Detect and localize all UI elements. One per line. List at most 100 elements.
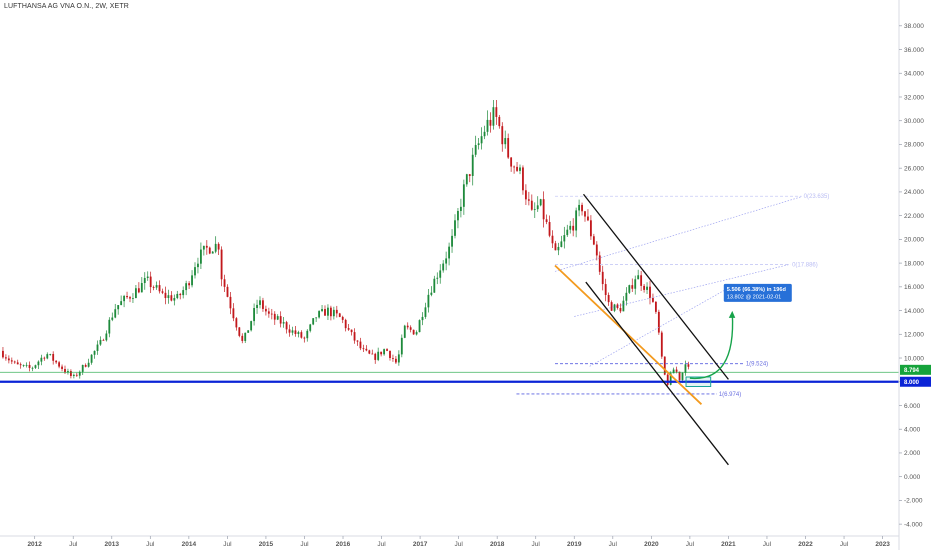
- candle-body: [194, 267, 196, 276]
- candle-body: [55, 360, 58, 363]
- candle-body: [459, 206, 462, 211]
- candle-body: [684, 364, 687, 373]
- price-tick-label: 18.000: [904, 260, 924, 267]
- candle-body: [392, 357, 394, 359]
- candle-body: [660, 332, 663, 357]
- price-tick-label: -4.000: [904, 521, 923, 528]
- candle-body: [510, 157, 513, 167]
- candle-body: [114, 309, 117, 318]
- candle-body: [332, 309, 335, 317]
- time-tick-label: 2017: [413, 541, 428, 548]
- candle-body: [338, 313, 341, 317]
- projection-arrow: [689, 312, 734, 380]
- candle-body: [356, 340, 359, 342]
- candle-body: [654, 301, 657, 312]
- candle-body: [619, 308, 622, 312]
- candle-body: [587, 216, 589, 221]
- fib-fan-line: [554, 196, 802, 272]
- candle-body: [628, 285, 631, 293]
- candle-body: [687, 364, 690, 367]
- candle-body: [545, 219, 548, 223]
- orange-trendline: [554, 264, 703, 405]
- price-tick-label: 0.000: [904, 474, 921, 481]
- candle-body: [601, 271, 604, 285]
- price-tick-label: -2.000: [904, 498, 923, 505]
- candle-body: [52, 354, 55, 361]
- candle-body: [64, 368, 66, 373]
- candle-body: [37, 361, 40, 366]
- candle-body: [126, 295, 128, 298]
- candle-body: [652, 298, 654, 302]
- candle-body: [634, 279, 637, 289]
- candle-body: [595, 244, 598, 256]
- candle-body: [16, 362, 19, 365]
- candle-body: [589, 220, 592, 237]
- candle-body: [279, 316, 282, 324]
- candle-body: [256, 304, 258, 309]
- price-tick-label: 14.000: [904, 308, 924, 315]
- candle-body: [229, 296, 232, 309]
- time-tick-label: 2016: [336, 541, 351, 548]
- time-tick-label: Jul: [763, 541, 772, 548]
- candle-body: [504, 138, 507, 145]
- candle-body: [569, 225, 572, 230]
- candle-body: [646, 286, 648, 290]
- candle-body: [108, 319, 111, 334]
- candle-body: [276, 316, 279, 320]
- fib-fan-line: [589, 287, 729, 367]
- candle-body: [87, 362, 90, 367]
- candle-body: [403, 325, 406, 338]
- candle-body: [208, 247, 211, 254]
- candle-body: [10, 360, 13, 362]
- fib-level-label: 0(17.886): [792, 262, 818, 268]
- candle-body: [4, 357, 7, 359]
- candle-body: [267, 311, 270, 314]
- candle-body: [551, 235, 554, 244]
- candle-body: [90, 354, 93, 363]
- candle-body: [2, 350, 4, 358]
- price-tick-label: 28.000: [904, 142, 924, 149]
- candle-body: [427, 294, 430, 308]
- candle-body: [625, 292, 628, 301]
- candle-body: [188, 283, 191, 286]
- candle-body: [350, 329, 353, 333]
- candle-body: [152, 287, 155, 288]
- candle-body: [69, 371, 72, 376]
- candle-body: [132, 298, 134, 299]
- candle-body: [226, 286, 229, 297]
- candle-body: [584, 211, 586, 217]
- price-tick-label: 4.000: [904, 427, 921, 434]
- projection-annotation-line1: 5.506 (66.38%) in 196d: [727, 287, 787, 293]
- time-axis: 2012 Jul 2013 Jul 2014 Jul 2015 Jul 2016 Jul 2017 J…: [0, 535, 899, 548]
- candle-body: [202, 245, 205, 250]
- candle-body: [232, 308, 235, 319]
- candle-body: [285, 322, 288, 330]
- candle-body: [557, 246, 560, 251]
- candle-body: [117, 305, 120, 310]
- candle-body: [377, 351, 380, 360]
- candle-body: [264, 308, 267, 312]
- arrow-head-icon: [728, 310, 736, 318]
- time-tick-label: Jul: [686, 541, 695, 548]
- price-tick-label: 12.000: [904, 332, 924, 339]
- candle-body: [84, 364, 87, 367]
- candle-body: [489, 119, 492, 126]
- candle-body: [554, 243, 557, 251]
- time-tick-label: 2015: [259, 541, 274, 548]
- candle-body: [214, 243, 217, 252]
- candle-body: [542, 199, 545, 220]
- candle-body: [495, 107, 498, 117]
- candle-body: [406, 325, 409, 328]
- candle-body: [223, 279, 226, 287]
- price-tick-label: 24.000: [904, 189, 924, 196]
- candle-body: [548, 222, 551, 236]
- candle-body: [176, 293, 179, 299]
- candle-body: [161, 291, 164, 293]
- candle-body: [389, 350, 391, 358]
- candle-body: [575, 210, 578, 231]
- last-price-badge-label: 8.794: [904, 368, 920, 374]
- candle-body: [75, 374, 78, 376]
- candle-body: [61, 366, 63, 369]
- candle-body: [67, 371, 69, 373]
